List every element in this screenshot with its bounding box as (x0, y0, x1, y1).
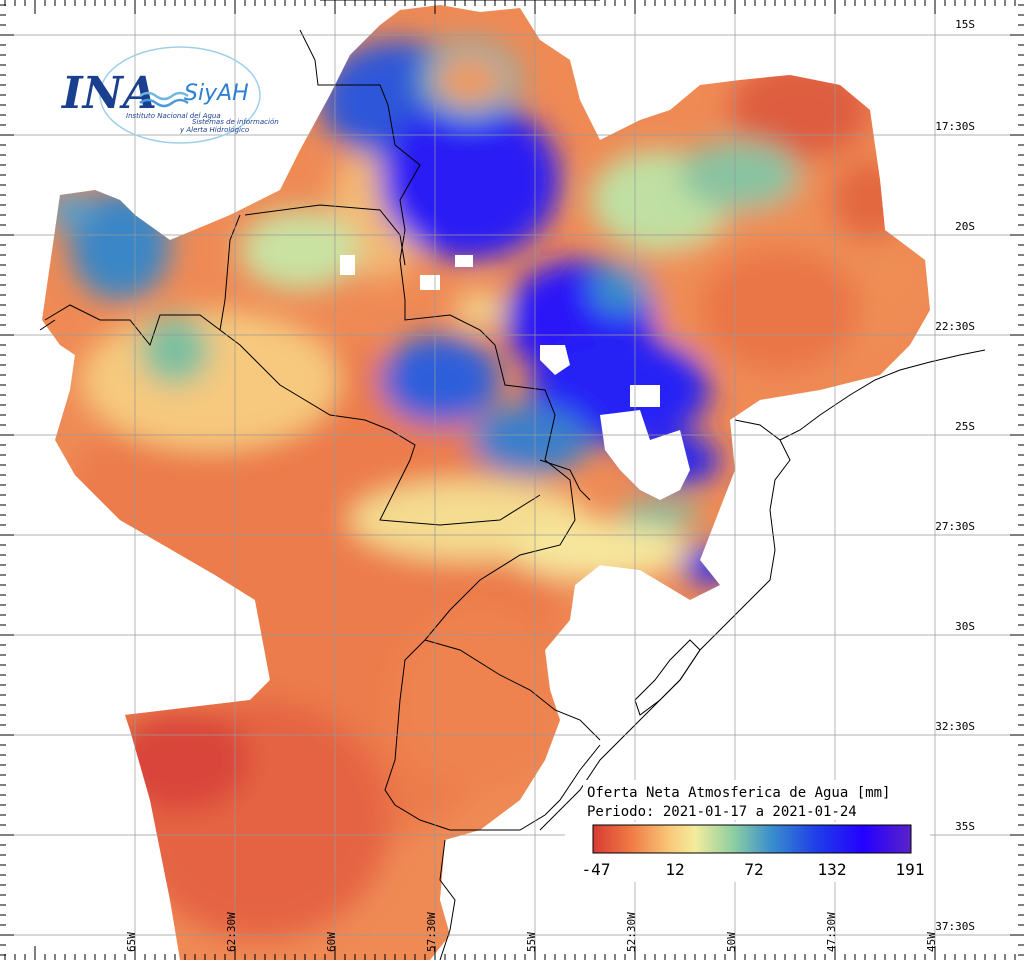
logo-system-line2: y Alerta Hidrológico (179, 126, 249, 134)
lat-label: 35S (955, 820, 975, 833)
wave-icon (139, 98, 189, 108)
ina-siyah-logo: INA SiyAH Instituto Nacional del Agua Si… (60, 46, 279, 144)
logo-siyah-text: SiyAH (184, 81, 249, 106)
legend-title: Oferta Neta Atmosferica de Agua [mm] (587, 785, 890, 801)
legend-title-background (583, 780, 921, 820)
lat-label: 20S (955, 220, 975, 233)
lat-label: 17:30S (935, 120, 975, 133)
legend-tick: 72 (744, 860, 763, 879)
borders (39, 0, 986, 960)
wave-icon (139, 91, 189, 101)
legend-tick: 12 (665, 860, 684, 879)
legend-tick: 191 (896, 860, 925, 879)
lat-label: 32:30S (935, 720, 975, 733)
legend-tick: 132 (818, 860, 847, 879)
no-data-gaps (340, 255, 690, 500)
lat-label: 30S (955, 620, 975, 633)
logo-ina-text: INA (60, 68, 157, 119)
legend-tick: -47 (582, 860, 611, 879)
legend-colorbar (592, 824, 912, 854)
lat-label: 27:30S (935, 520, 975, 533)
lon-label: 65W (125, 932, 138, 952)
lon-label: 60W (325, 932, 338, 952)
lon-label: 62:30W (225, 912, 238, 952)
legend-period: Periodo: 2021-01-17 a 2021-01-24 (587, 804, 857, 820)
lon-label: 55W (525, 932, 538, 952)
logo-institute-text: Instituto Nacional del Agua (126, 112, 221, 120)
lon-label: 57:30W (425, 912, 438, 952)
lon-label: 47:30W (825, 912, 838, 952)
legend: Oferta Neta Atmosferica de Agua [mm] Per… (565, 780, 930, 882)
lat-label: 37:30S (935, 920, 975, 933)
lat-label: 25S (955, 420, 975, 433)
logo-ring (99, 46, 261, 144)
lat-label: 15S (955, 18, 975, 31)
lon-label: 52:30W (625, 912, 638, 952)
longitude-labels: 65W 62:30W 60W 57:30W 55W 52:30W 50W 47:… (125, 912, 938, 952)
lat-label: 22:30S (935, 320, 975, 333)
lon-label: 50W (725, 932, 738, 952)
latitude-labels: 15S 17:30S 20S 22:30S 25S 27:30S 30S 32:… (935, 18, 975, 933)
logo-system-line1: Sistemas de información (192, 118, 279, 126)
lon-label: 45W (925, 932, 938, 952)
